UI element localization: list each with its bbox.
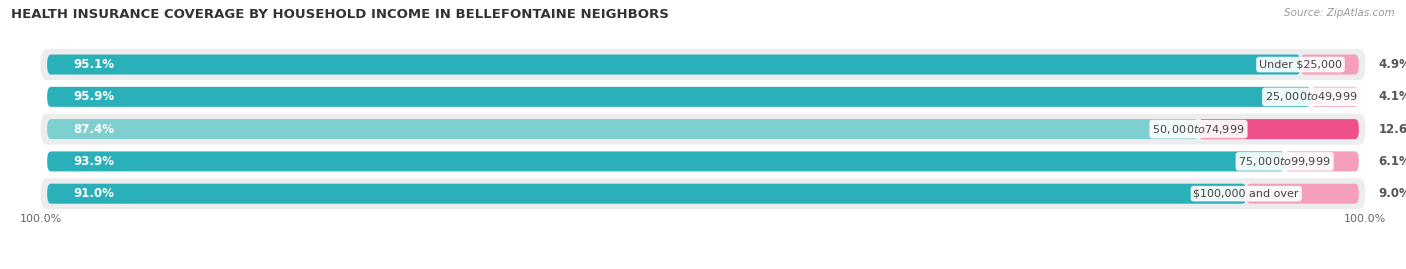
Text: Source: ZipAtlas.com: Source: ZipAtlas.com (1284, 8, 1395, 18)
Text: HEALTH INSURANCE COVERAGE BY HOUSEHOLD INCOME IN BELLEFONTAINE NEIGHBORS: HEALTH INSURANCE COVERAGE BY HOUSEHOLD I… (11, 8, 669, 21)
FancyBboxPatch shape (41, 49, 1365, 80)
FancyBboxPatch shape (1246, 184, 1358, 204)
FancyBboxPatch shape (48, 119, 1198, 139)
FancyBboxPatch shape (1312, 87, 1358, 107)
Text: 95.1%: 95.1% (73, 58, 115, 71)
Text: $75,000 to $99,999: $75,000 to $99,999 (1239, 155, 1331, 168)
FancyBboxPatch shape (1285, 151, 1358, 171)
FancyBboxPatch shape (41, 178, 1365, 209)
Text: $50,000 to $74,999: $50,000 to $74,999 (1153, 123, 1244, 136)
FancyBboxPatch shape (48, 87, 1312, 107)
Text: 6.1%: 6.1% (1379, 155, 1406, 168)
Text: $25,000 to $49,999: $25,000 to $49,999 (1265, 90, 1357, 103)
FancyBboxPatch shape (1198, 119, 1358, 139)
Text: 4.1%: 4.1% (1379, 90, 1406, 103)
Text: 4.9%: 4.9% (1379, 58, 1406, 71)
Text: 87.4%: 87.4% (73, 123, 115, 136)
FancyBboxPatch shape (48, 55, 1301, 75)
Text: 12.6%: 12.6% (1379, 123, 1406, 136)
Text: 91.0%: 91.0% (73, 187, 114, 200)
FancyBboxPatch shape (41, 146, 1365, 177)
Text: Under $25,000: Under $25,000 (1258, 59, 1341, 70)
Text: $100,000 and over: $100,000 and over (1194, 189, 1299, 199)
FancyBboxPatch shape (48, 151, 1285, 171)
Text: 95.9%: 95.9% (73, 90, 115, 103)
Legend: With Coverage, Without Coverage: With Coverage, Without Coverage (576, 266, 830, 269)
FancyBboxPatch shape (41, 114, 1365, 145)
FancyBboxPatch shape (1301, 55, 1358, 75)
FancyBboxPatch shape (41, 81, 1365, 112)
FancyBboxPatch shape (48, 184, 1246, 204)
Text: 93.9%: 93.9% (73, 155, 115, 168)
Text: 9.0%: 9.0% (1379, 187, 1406, 200)
